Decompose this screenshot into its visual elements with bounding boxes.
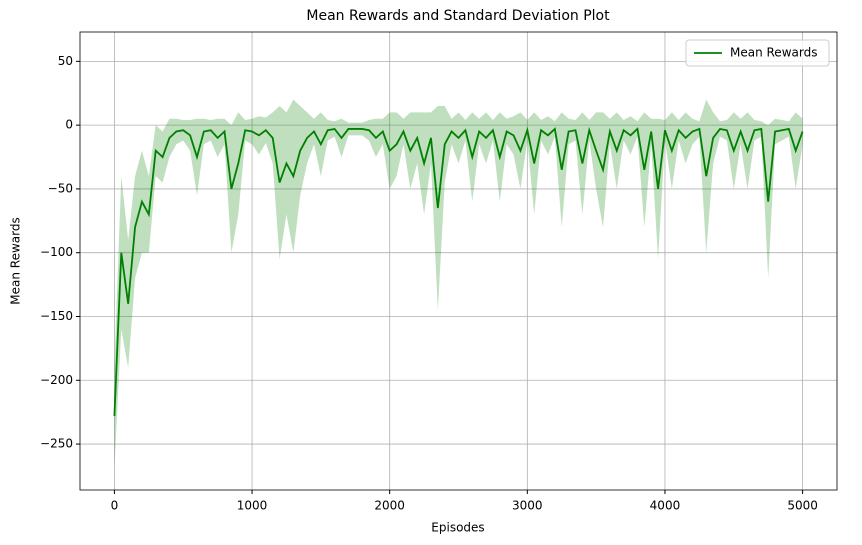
y-tick-label: 0: [65, 118, 73, 132]
y-tick-label: −250: [40, 437, 73, 451]
y-tick-label: −200: [40, 373, 73, 387]
x-tick-label: 3000: [512, 499, 543, 513]
y-tick-label: −100: [40, 245, 73, 259]
y-tick-label: 50: [58, 54, 73, 68]
x-axis-label: Episodes: [431, 521, 484, 535]
plot-frame: [79, 31, 838, 491]
legend-label: Mean Rewards: [730, 46, 817, 60]
line: [113, 126, 804, 417]
chart-title: Mean Rewards and Standard Deviation Plot: [306, 8, 610, 24]
x-tick-label: 1000: [237, 499, 268, 513]
x-tick-label: 2000: [374, 499, 405, 513]
legend-box: [685, 39, 830, 67]
x-tick-label: 4000: [650, 499, 681, 513]
y-axis-label: Mean Rewards: [9, 217, 23, 304]
x-tick-label: 5000: [787, 499, 818, 513]
x-tick-label: 0: [111, 499, 119, 513]
y-tick-label: −150: [40, 309, 73, 323]
std-band: [114, 99, 803, 468]
y-tick-label: −50: [48, 181, 73, 195]
